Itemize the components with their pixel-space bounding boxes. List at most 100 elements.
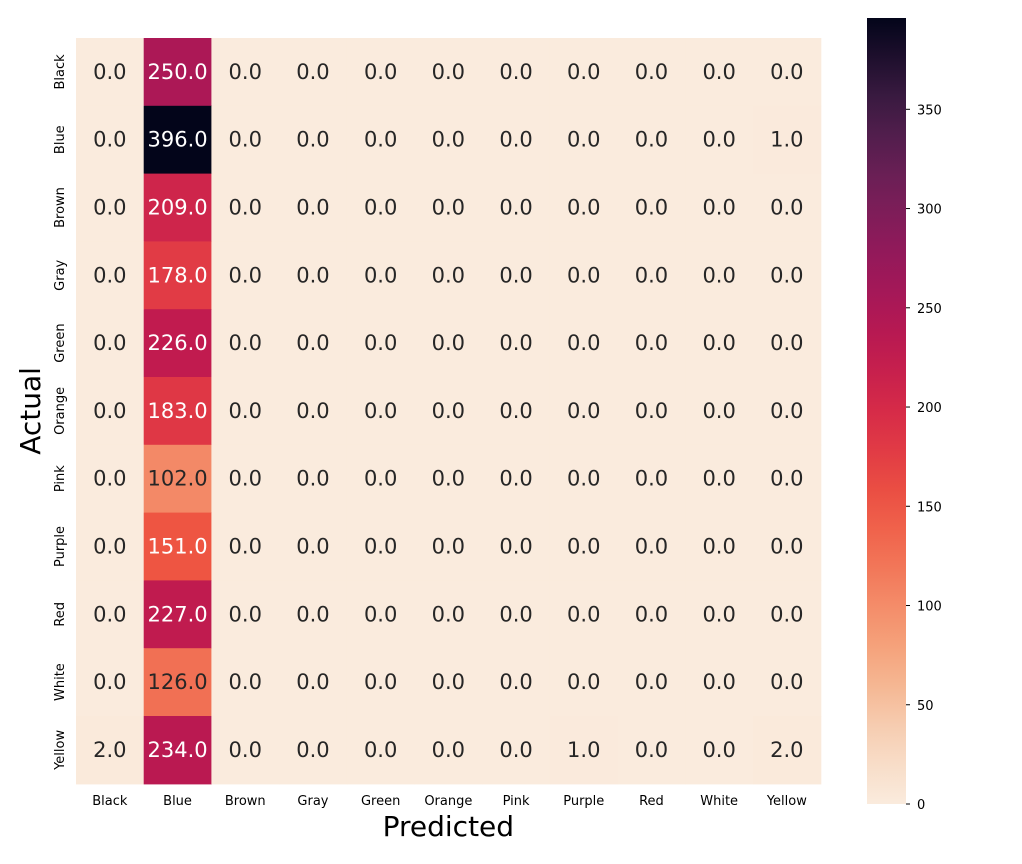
heatmap-cell [753,444,822,514]
cell-value-label: 0.0 [364,467,397,491]
heatmap-cell [143,309,212,378]
heatmap-cell [211,38,280,107]
cell-value-label: 0.0 [702,602,735,626]
cell-value-label: 0.0 [432,331,465,355]
heatmap-cell [211,580,280,649]
heatmap-cell [482,105,551,175]
y-tick-label: Black [53,54,68,90]
x-tick-label: Purple [563,794,604,809]
cell-value-label: 0.0 [296,467,329,491]
heatmap-cell [685,716,754,785]
cell-value-label: 0.0 [432,263,465,287]
cell-value-label: 0.0 [229,399,262,423]
cell-value-label: 0.0 [296,196,329,220]
cell-value-label: 0.0 [635,602,668,626]
cell-value-label: 0.0 [364,535,397,559]
cell-value-label: 0.0 [93,196,126,220]
x-tick-label: Yellow [766,794,807,809]
heatmap-cell [279,173,348,242]
cell-value-label: 0.0 [770,670,803,694]
heatmap-cell [617,241,686,310]
heatmap-cell [279,105,348,175]
cell-value-label: 0.0 [702,738,735,762]
cell-value-label: 0.0 [93,60,126,84]
cell-value-label: 0.0 [635,535,668,559]
cell-value-label: 0.0 [499,602,532,626]
heatmap-cell [143,512,212,581]
heatmap-cell [346,173,416,242]
y-tick-label: Orange [53,387,68,435]
cell-value-label: 0.0 [93,263,126,287]
cell-value-label: 0.0 [499,738,532,762]
cell-value-label: 0.0 [296,331,329,355]
cell-value-label: 0.0 [296,263,329,287]
heatmap-cell [76,38,145,107]
heatmap-cell [753,512,822,581]
heatmap-cell [279,377,348,446]
cell-value-label: 0.0 [770,467,803,491]
cell-value-label: 0.0 [567,602,600,626]
cell-value-label: 0.0 [364,738,397,762]
cell-value-label: 0.0 [770,602,803,626]
heatmap-cell [617,716,686,785]
heatmap-cell [482,309,551,378]
cell-value-label: 0.0 [93,670,126,694]
heatmap-cell [617,309,686,378]
cell-value-label: 0.0 [499,196,532,220]
cell-value-label: 1.0 [567,738,600,762]
heatmap-cell [76,580,145,649]
cell-value-label: 0.0 [635,331,668,355]
cell-value-label: 0.0 [364,196,397,220]
heatmap-cell [753,648,822,717]
colorbar-tick-label: 150 [917,500,942,515]
heatmap-cell [143,444,212,514]
cell-value-label: 0.0 [229,467,262,491]
cell-value-label: 0.0 [702,467,735,491]
heatmap-cell [279,648,348,717]
heatmap-cell [753,377,822,446]
heatmap-cell [211,444,280,514]
cell-value-label: 0.0 [499,399,532,423]
heatmap-cell [482,580,551,649]
cell-value-label: 396.0 [147,128,207,152]
cell-value-label: 126.0 [147,670,207,694]
heatmap-cell [346,241,416,310]
cell-value-label: 0.0 [567,331,600,355]
heatmap-cell [617,105,686,175]
heatmap-cell [753,716,822,785]
heatmap-cell [685,105,754,175]
y-tick-label: Yellow [53,730,68,771]
heatmap-cell [76,377,145,446]
cell-value-label: 0.0 [702,670,735,694]
colorbar-tick-label: 300 [917,203,942,218]
cell-value-label: 226.0 [147,331,207,355]
heatmap-cell [753,580,822,649]
cell-value-label: 0.0 [702,196,735,220]
cell-value-label: 0.0 [635,128,668,152]
cell-value-label: 0.0 [229,196,262,220]
cell-value-label: 0.0 [229,128,262,152]
heatmap-cell [685,444,754,514]
cell-value-label: 0.0 [364,670,397,694]
heatmap-cell [346,580,416,649]
cell-value-label: 0.0 [296,670,329,694]
cell-value-label: 102.0 [147,467,207,491]
heatmap-cell [143,173,212,242]
heatmap-cell [414,173,483,242]
cell-value-label: 0.0 [567,196,600,220]
heatmap-cell [211,173,280,242]
cell-value-label: 0.0 [702,535,735,559]
cell-value-label: 209.0 [147,196,207,220]
heatmap-cell [482,241,551,310]
heatmap-cell [279,38,348,107]
heatmap-cell [685,241,754,310]
cell-value-label: 0.0 [702,60,735,84]
heatmap-cell [685,38,754,107]
cell-value-label: 0.0 [93,331,126,355]
heatmap-cell [549,648,619,717]
cell-value-label: 0.0 [567,467,600,491]
heatmap-cell [753,241,822,310]
y-tick-labels: Black Blue Brown Gray Green Orange Pink Purple R… [53,54,68,771]
cell-value-label: 0.0 [229,331,262,355]
heatmap-cell [414,580,483,649]
